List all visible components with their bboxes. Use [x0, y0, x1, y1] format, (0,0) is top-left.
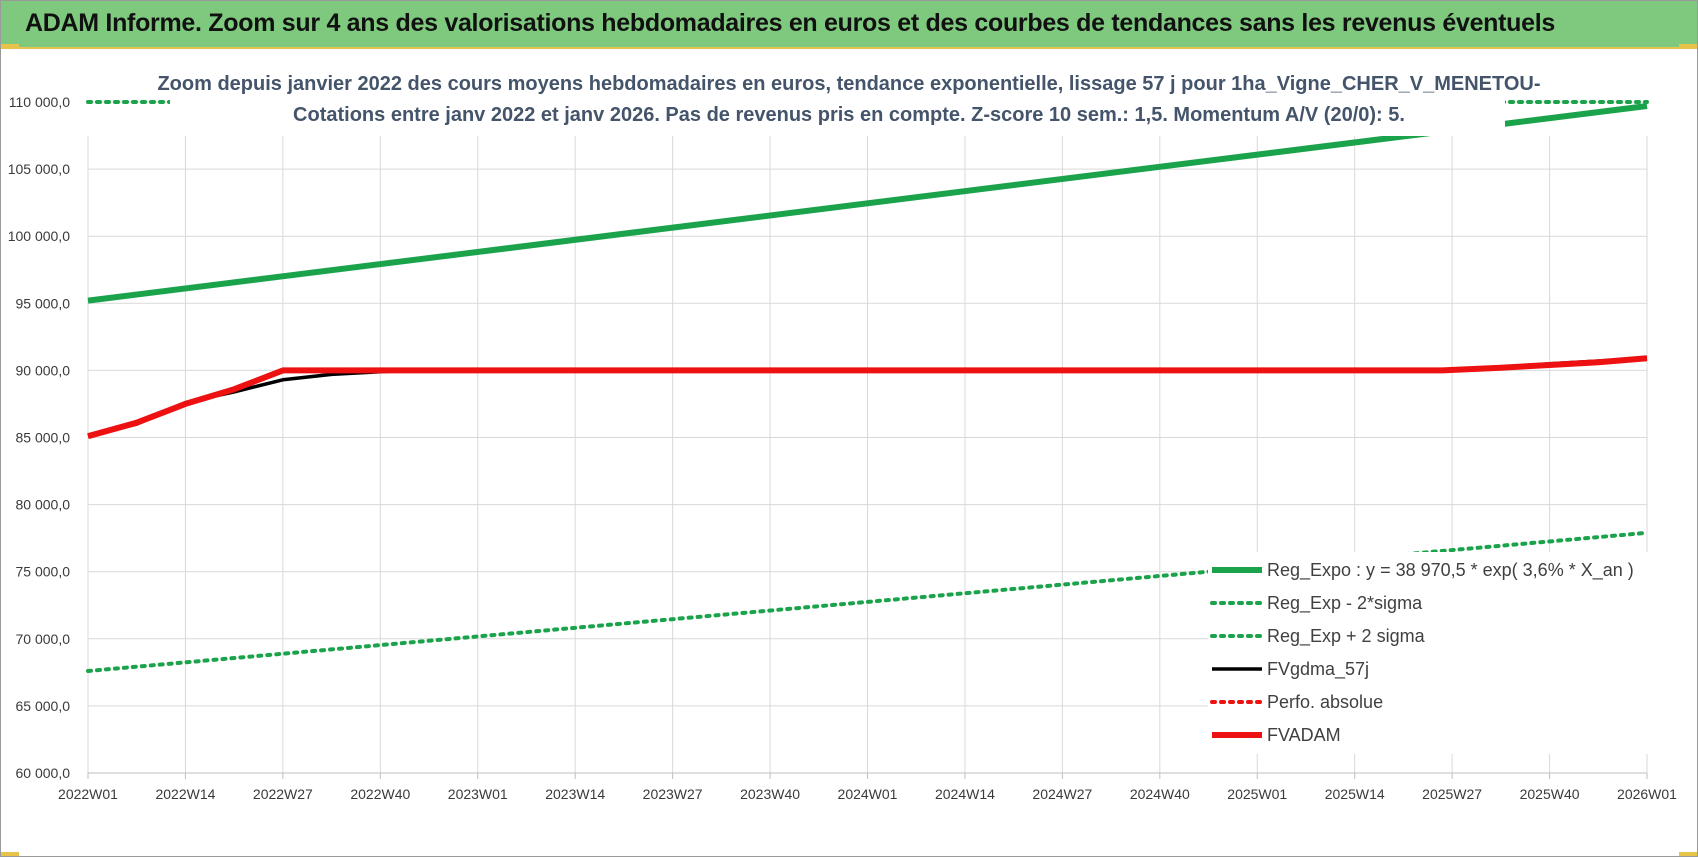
x-tick-label: 2024W27 — [1032, 786, 1092, 802]
x-tick-label: 2022W27 — [253, 786, 313, 802]
header-bar: ADAM Informe. Zoom sur 4 ans des valoris… — [1, 1, 1697, 49]
y-tick-label: 95 000,0 — [16, 295, 71, 311]
y-tick-label: 70 000,0 — [16, 631, 71, 647]
series-line — [87, 355, 1648, 440]
legend-label: Reg_Exp - 2*sigma — [1267, 593, 1423, 614]
x-tick-label: 2022W40 — [350, 786, 410, 802]
y-tick-label: 110 000,0 — [9, 94, 70, 110]
chart-title-background — [170, 60, 1505, 136]
y-tick-label: 105 000,0 — [8, 161, 70, 177]
corner-accent — [1679, 44, 1697, 48]
legend-label: FVADAM — [1267, 725, 1341, 745]
legend-label: Perfo. absolue — [1267, 692, 1383, 712]
legend-label: Reg_Exp + 2 sigma — [1267, 626, 1426, 647]
x-tick-label: 2024W40 — [1130, 786, 1190, 802]
x-tick-label: 2023W40 — [740, 786, 800, 802]
y-tick-label: 75 000,0 — [16, 564, 71, 580]
series-line — [87, 103, 1648, 304]
y-tick-label: 100 000,0 — [8, 228, 70, 244]
x-tick-label: 2022W14 — [155, 786, 215, 802]
corner-accent — [1, 44, 19, 48]
x-tick-label: 2026W01 — [1617, 786, 1677, 802]
page-title: ADAM Informe. Zoom sur 4 ans des valoris… — [25, 9, 1555, 37]
x-tick-label: 2025W14 — [1325, 786, 1385, 802]
x-tick-label: 2024W01 — [838, 786, 898, 802]
corner-accent — [1, 852, 19, 856]
x-tick-label: 2025W27 — [1422, 786, 1482, 802]
x-tick-label: 2022W01 — [58, 786, 118, 802]
x-tick-label: 2023W14 — [545, 786, 605, 802]
legend-label: FVgdma_57j — [1267, 659, 1369, 680]
legend-background — [1208, 552, 1648, 754]
x-tick-label: 2023W01 — [448, 786, 508, 802]
x-tick-label: 2025W40 — [1520, 786, 1580, 802]
y-tick-label: 60 000,0 — [16, 765, 71, 781]
chart-title-line: Zoom depuis janvier 2022 des cours moyen… — [157, 73, 1540, 95]
corner-accent — [1679, 852, 1697, 856]
x-tick-label: 2024W14 — [935, 786, 995, 802]
y-tick-label: 90 000,0 — [16, 362, 71, 378]
x-tick-label: 2025W01 — [1227, 786, 1287, 802]
legend-label: Reg_Expo : y = 38 970,5 * exp( 3,6% * X_… — [1267, 560, 1634, 581]
y-tick-label: 65 000,0 — [16, 698, 71, 714]
x-tick-label: 2023W27 — [643, 786, 703, 802]
y-tick-label: 85 000,0 — [16, 430, 71, 446]
chart-title-line: Cotations entre janv 2022 et janv 2026. … — [293, 104, 1405, 126]
y-tick-label: 80 000,0 — [16, 497, 71, 513]
